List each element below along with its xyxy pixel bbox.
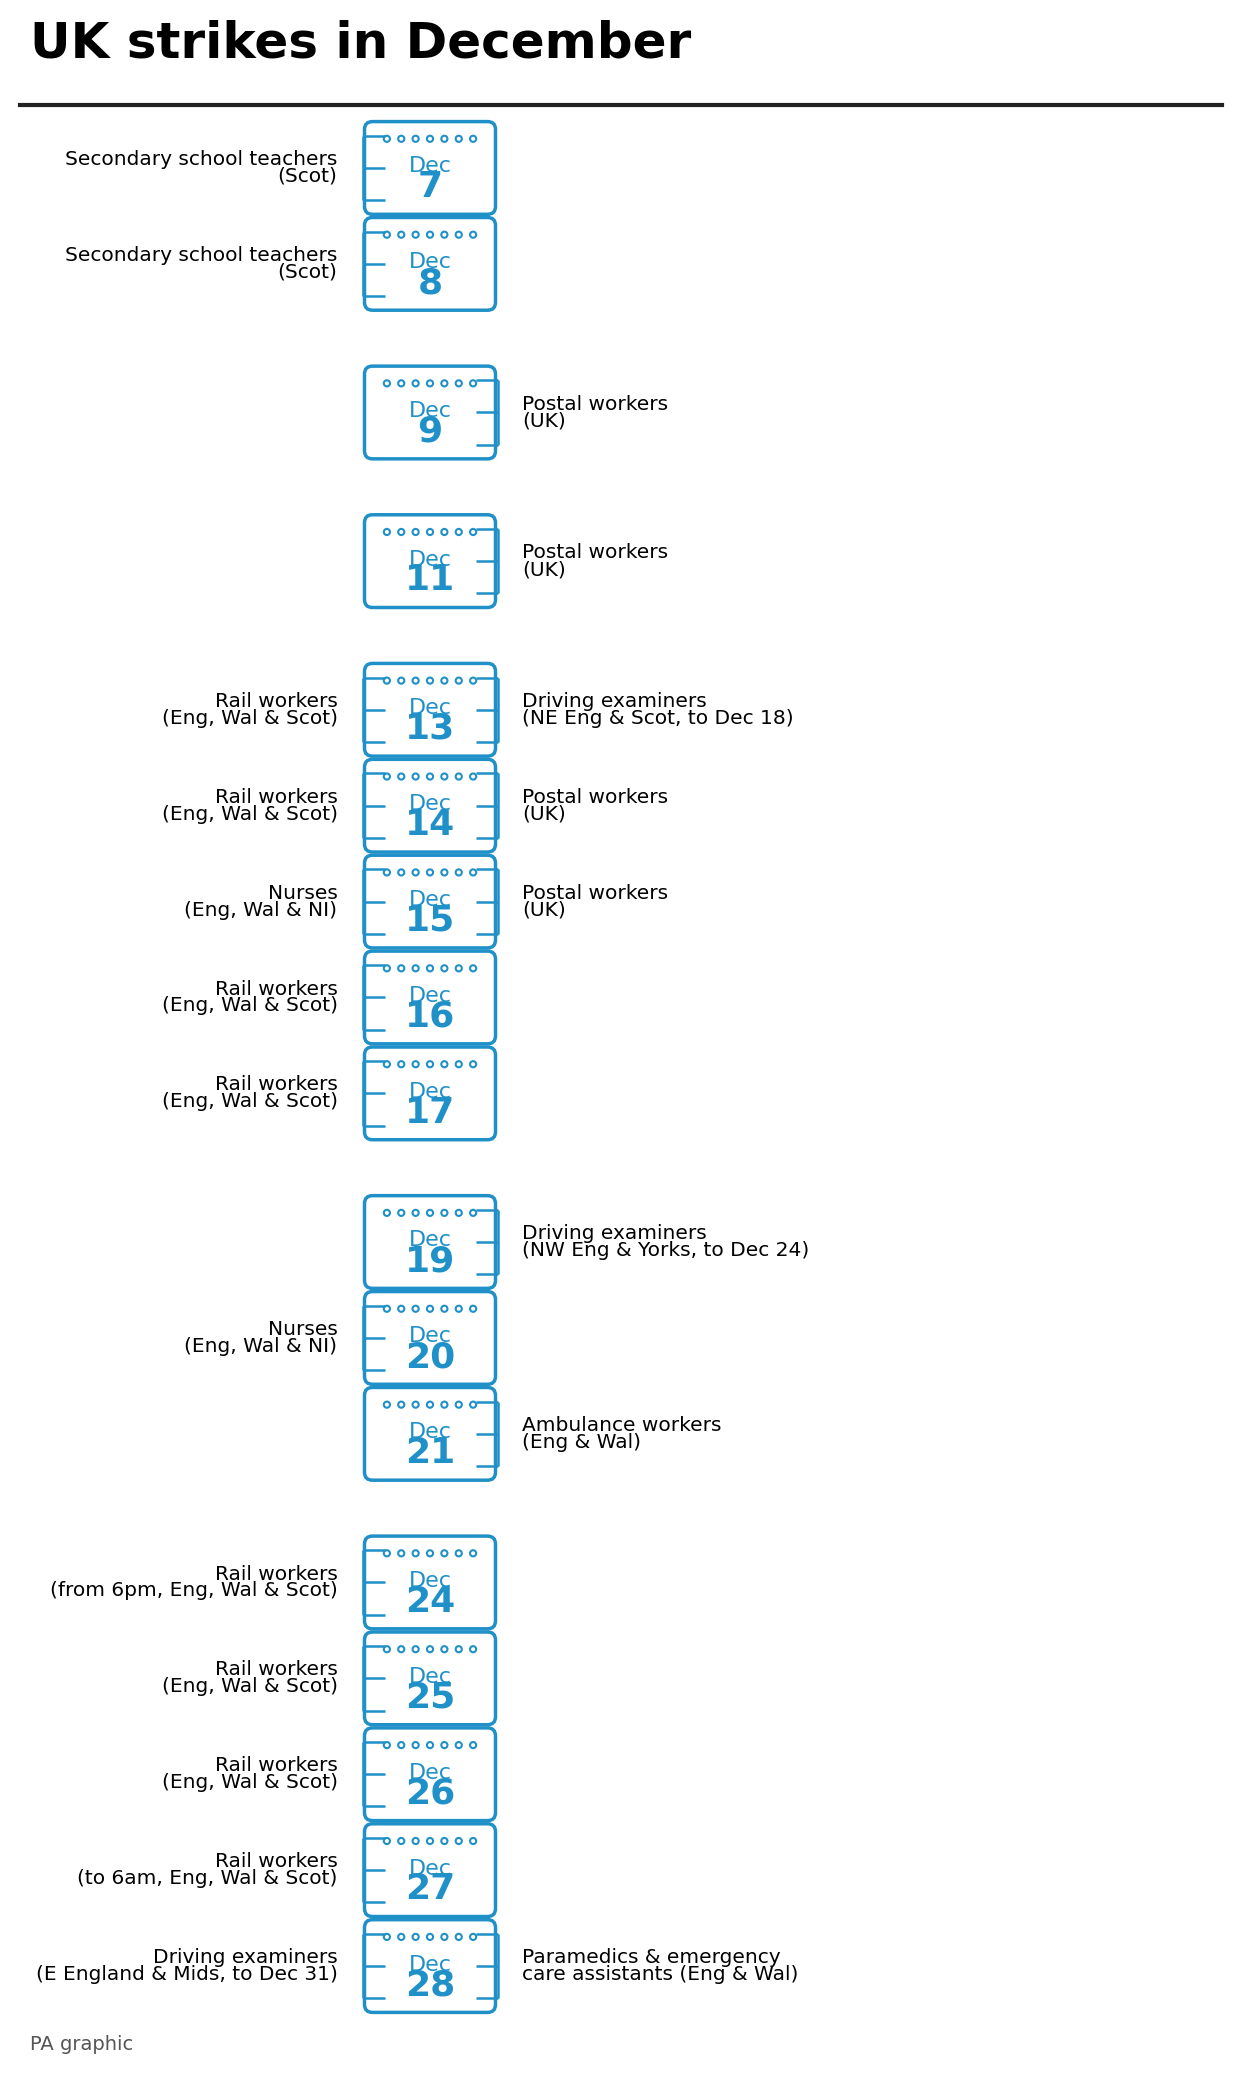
Text: Dec: Dec [409, 986, 452, 1007]
Text: 19: 19 [405, 1244, 455, 1277]
Text: care assistants (Eng & Wal): care assistants (Eng & Wal) [523, 1965, 799, 1984]
Text: PA graphic: PA graphic [30, 2034, 133, 2055]
Text: Ambulance workers: Ambulance workers [523, 1415, 722, 1436]
FancyBboxPatch shape [364, 1728, 496, 1821]
Text: (Eng, Wal & NI): (Eng, Wal & NI) [185, 1336, 338, 1357]
Text: Driving examiners: Driving examiners [523, 1223, 707, 1242]
Text: 27: 27 [405, 1871, 455, 1907]
Text: (NE Eng & Scot, to Dec 18): (NE Eng & Scot, to Dec 18) [523, 709, 794, 727]
FancyBboxPatch shape [364, 1824, 496, 1917]
Text: 7: 7 [417, 171, 442, 204]
Text: 14: 14 [405, 809, 455, 842]
FancyBboxPatch shape [364, 950, 496, 1044]
FancyBboxPatch shape [364, 1536, 496, 1630]
Text: Dec: Dec [409, 550, 452, 569]
Text: Driving examiners: Driving examiners [523, 692, 707, 711]
Text: (Eng, Wal & NI): (Eng, Wal & NI) [185, 900, 338, 919]
FancyBboxPatch shape [364, 1292, 496, 1384]
Text: (Scot): (Scot) [278, 167, 338, 185]
Text: Rail workers: Rail workers [215, 1075, 338, 1094]
Text: 17: 17 [405, 1096, 455, 1130]
Text: Dec: Dec [409, 1082, 452, 1102]
FancyBboxPatch shape [364, 1046, 496, 1140]
Text: 24: 24 [405, 1584, 455, 1619]
Text: Dec: Dec [409, 252, 452, 273]
FancyBboxPatch shape [364, 1632, 496, 1726]
Text: Rail workers: Rail workers [215, 979, 338, 998]
Text: Secondary school teachers: Secondary school teachers [65, 150, 338, 169]
Text: Rail workers: Rail workers [215, 1661, 338, 1680]
Text: Rail workers: Rail workers [215, 1565, 338, 1584]
Text: 25: 25 [405, 1680, 455, 1715]
FancyBboxPatch shape [364, 854, 496, 948]
Text: Dec: Dec [409, 794, 452, 815]
Text: (Scot): (Scot) [278, 263, 338, 281]
Text: Secondary school teachers: Secondary school teachers [65, 246, 338, 265]
Text: Nurses: Nurses [267, 1319, 338, 1340]
Text: (UK): (UK) [523, 900, 566, 919]
Text: 13: 13 [405, 713, 455, 746]
Text: 28: 28 [405, 1967, 455, 2003]
Text: 9: 9 [417, 415, 442, 448]
FancyBboxPatch shape [364, 759, 496, 852]
FancyBboxPatch shape [364, 663, 496, 756]
Text: (Eng & Wal): (Eng & Wal) [523, 1434, 642, 1453]
Text: 16: 16 [405, 1000, 455, 1034]
Text: Postal workers: Postal workers [523, 884, 668, 902]
Text: Dec: Dec [409, 1667, 452, 1686]
Text: Dec: Dec [409, 156, 452, 177]
Text: Dec: Dec [409, 1421, 452, 1442]
Text: (to 6am, Eng, Wal & Scot): (to 6am, Eng, Wal & Scot) [77, 1869, 338, 1888]
Text: (Eng, Wal & Scot): (Eng, Wal & Scot) [161, 1773, 338, 1792]
FancyBboxPatch shape [364, 1196, 496, 1288]
Text: UK strikes in December: UK strikes in December [30, 21, 692, 69]
Text: Dec: Dec [409, 400, 452, 421]
Text: (Eng, Wal & Scot): (Eng, Wal & Scot) [161, 709, 338, 727]
Text: Rail workers: Rail workers [215, 692, 338, 711]
Text: (Eng, Wal & Scot): (Eng, Wal & Scot) [161, 1092, 338, 1111]
Text: 26: 26 [405, 1776, 455, 1811]
FancyBboxPatch shape [364, 515, 496, 609]
Text: Paramedics & emergency: Paramedics & emergency [523, 1949, 781, 1967]
Text: 21: 21 [405, 1436, 455, 1469]
Text: Dec: Dec [409, 1325, 452, 1346]
Text: Rail workers: Rail workers [215, 788, 338, 807]
Text: (UK): (UK) [523, 804, 566, 823]
Text: Postal workers: Postal workers [523, 788, 668, 807]
Text: Driving examiners: Driving examiners [153, 1949, 338, 1967]
FancyBboxPatch shape [364, 367, 496, 458]
Text: Dec: Dec [409, 1571, 452, 1590]
Text: Nurses: Nurses [267, 884, 338, 902]
Text: Postal workers: Postal workers [523, 394, 668, 413]
Text: Dec: Dec [409, 1230, 452, 1250]
Text: (UK): (UK) [523, 411, 566, 431]
FancyBboxPatch shape [364, 1388, 496, 1480]
Text: 15: 15 [405, 904, 455, 938]
Text: (UK): (UK) [523, 561, 566, 579]
Text: Dec: Dec [409, 698, 452, 719]
FancyBboxPatch shape [364, 1919, 496, 2013]
Text: Rail workers: Rail workers [215, 1757, 338, 1776]
Text: Dec: Dec [409, 1955, 452, 1974]
Text: 11: 11 [405, 563, 455, 598]
Text: Dec: Dec [409, 890, 452, 911]
Text: Dec: Dec [409, 1763, 452, 1782]
Text: (NW Eng & Yorks, to Dec 24): (NW Eng & Yorks, to Dec 24) [523, 1240, 810, 1261]
Text: Postal workers: Postal workers [523, 544, 668, 563]
Text: Dec: Dec [409, 1859, 452, 1878]
Text: 20: 20 [405, 1340, 455, 1373]
Text: (Eng, Wal & Scot): (Eng, Wal & Scot) [161, 804, 338, 823]
FancyBboxPatch shape [364, 121, 496, 215]
Text: (Eng, Wal & Scot): (Eng, Wal & Scot) [161, 1678, 338, 1696]
FancyBboxPatch shape [364, 217, 496, 311]
Text: 8: 8 [417, 267, 442, 300]
Text: (from 6pm, Eng, Wal & Scot): (from 6pm, Eng, Wal & Scot) [50, 1582, 338, 1601]
Text: (E England & Mids, to Dec 31): (E England & Mids, to Dec 31) [36, 1965, 338, 1984]
Text: (Eng, Wal & Scot): (Eng, Wal & Scot) [161, 996, 338, 1015]
Text: Rail workers: Rail workers [215, 1853, 338, 1871]
